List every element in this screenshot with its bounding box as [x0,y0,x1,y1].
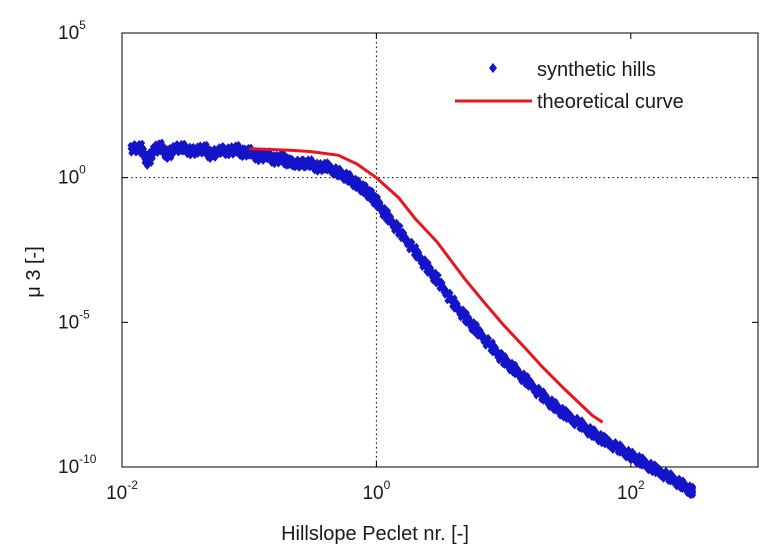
plot-area [121,32,759,499]
y-tick-base: 10 [58,312,79,333]
scatter-point [543,392,550,400]
x-tick-exponent: 2 [638,478,645,492]
scatter-point [454,301,461,309]
scatter-point [427,265,434,273]
scatter-point [689,482,696,490]
scatter-point [670,472,677,480]
scatter-point [581,420,588,428]
scatter-point [482,342,489,350]
x-tick-base: 10 [362,483,383,504]
y-tick-label: 105 [58,18,86,44]
y-tick-base: 10 [58,457,79,478]
scatter-point [533,392,540,400]
scatter-point [139,146,146,154]
y-tick-label: 100 [58,163,86,189]
scatter-point [292,164,299,172]
scatter-point [476,325,483,333]
scatter-point [327,161,334,169]
scatter-point [504,356,511,364]
x-tick-label: 10-2 [106,478,138,504]
scatter-point [440,282,447,290]
y-axis-label: μ 3 [-] [23,246,45,298]
scatter-point [620,443,627,451]
scatter-point [435,271,442,279]
scatter-point [416,251,423,259]
scatter-point [498,348,505,356]
scatter-point [402,232,409,240]
scatter-point [406,246,413,254]
y-tick-exponent: 0 [79,163,86,177]
scatter-point [567,411,574,419]
scatter-point [421,255,428,263]
x-tick-base: 10 [617,483,638,504]
x-tick-label: 102 [617,478,645,504]
series-layer [127,138,697,499]
scatter-point [388,214,395,222]
y-tick-label: 10-10 [58,452,97,478]
scatter-point [446,288,453,296]
axes-frame [121,32,759,468]
y-tick-base: 10 [58,168,79,189]
scatter-point [408,237,415,245]
theoretical-curve-line [249,147,604,424]
scatter-point [438,277,445,285]
scatter-point [478,329,485,337]
x-axis-label: Hillslope Peclet nr. [-] [281,523,469,545]
y-tick-exponent: -10 [79,452,97,466]
scatter-point [302,164,309,172]
x-tick-base: 10 [106,483,127,504]
legend-item-synthetic-hills: synthetic hills [489,59,656,81]
scatter-point [642,456,649,464]
scatter-point [473,320,480,328]
scatter-point [656,464,663,472]
y-tick-exponent: -5 [79,307,90,321]
x-tick-exponent: 0 [384,478,391,492]
scatter-point [460,305,467,313]
x-tick-labels: 10-2 100 102 [106,478,645,504]
legend-marker-icon [489,63,497,73]
y-tick-base: 10 [58,23,79,44]
legend-label-theoretical-curve: theoretical curve [537,91,684,113]
y-tick-exponent: 5 [79,18,86,32]
y-tick-label: 10-5 [58,307,90,333]
scatter-point [605,435,612,443]
scatter-point [397,222,404,230]
legend-item-theoretical-curve: theoretical curve [455,91,684,113]
scatter-point [485,333,492,341]
legend-label-synthetic-hills: synthetic hills [537,59,656,81]
scatter-point [686,491,693,499]
scatter-point [465,315,472,323]
scatter-point [554,401,561,409]
scatter-point [399,227,406,235]
x-tick-exponent: -2 [127,478,138,492]
scatter-point [515,366,522,374]
scatter-point [376,200,383,208]
scatter-point [433,280,440,288]
scatter-point [393,218,400,226]
x-tick-label: 100 [362,478,390,504]
legend: synthetic hills theoretical curve [455,59,684,113]
series-synthetic-hills [127,138,697,499]
scatter-point [381,203,388,211]
scatter-point [529,379,536,387]
scatter-point [492,345,499,353]
reference-lines [122,33,758,467]
